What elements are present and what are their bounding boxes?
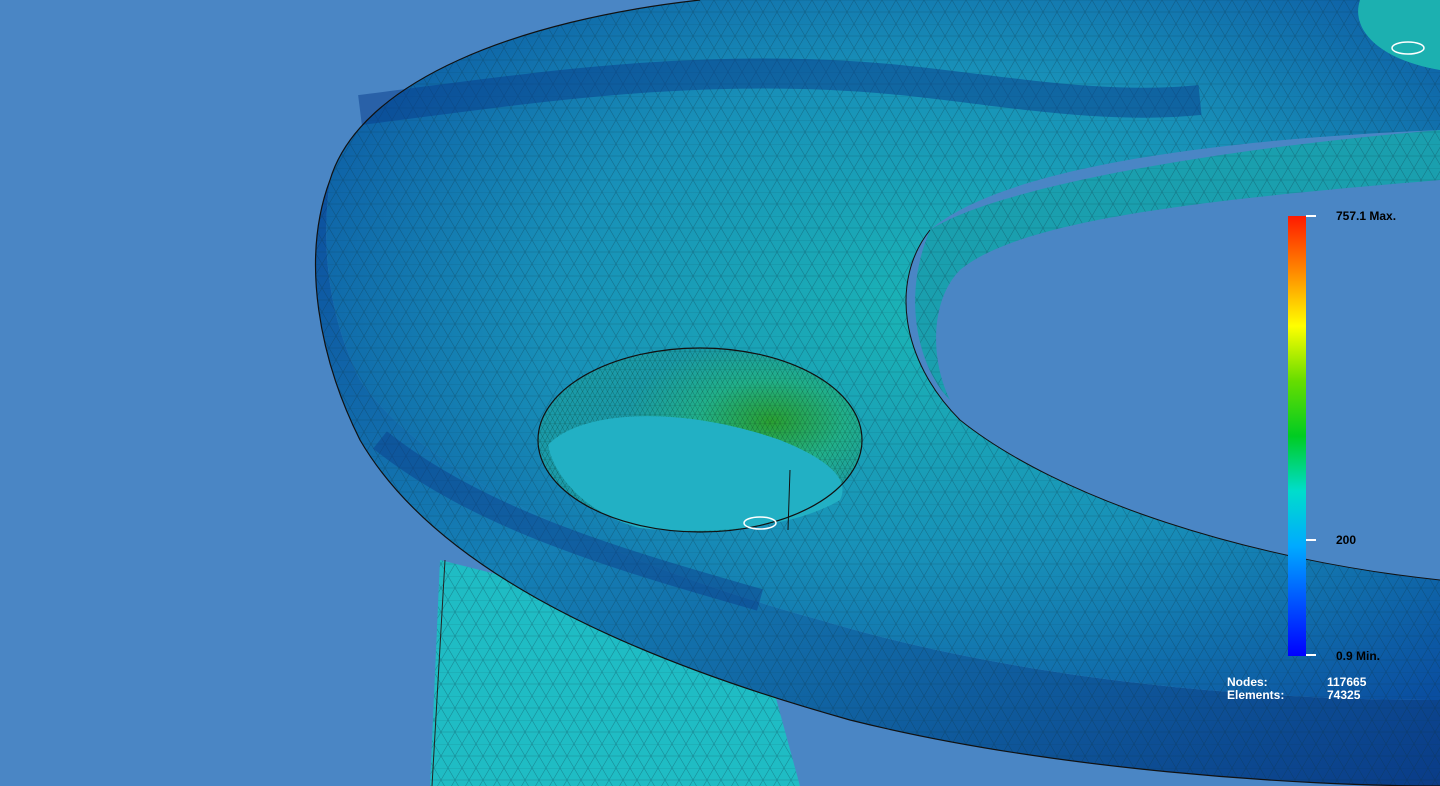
constraint-icon — [743, 516, 777, 530]
inner-cutout-wall — [915, 130, 1440, 400]
support-leg — [430, 559, 800, 786]
elements-label: Elements: — [1227, 688, 1285, 702]
nodes-label: Nodes: — [1227, 675, 1268, 689]
plate-top-face — [326, 0, 1440, 700]
plate-rim — [315, 180, 1440, 786]
color-legend-bar — [1288, 216, 1306, 656]
nodes-value: 117665 — [1327, 675, 1367, 689]
bolt-hole-top-right — [1358, 0, 1440, 70]
legend-max-tick — [1306, 215, 1316, 217]
legend-min-label: 0.9 Min. — [1336, 649, 1381, 663]
legend-min-tick — [1306, 654, 1316, 656]
bolt-hole — [537, 347, 863, 533]
constraint-icon — [1391, 41, 1425, 55]
legend-max-label: 757.1 Max. — [1336, 209, 1397, 223]
legend-mid-label: 200 — [1336, 533, 1357, 547]
legend-mid-tick — [1306, 539, 1316, 541]
mesh-stats: Nodes: 117665 Elements: 74325 — [1227, 676, 1387, 702]
elements-value: 74325 — [1327, 688, 1361, 702]
